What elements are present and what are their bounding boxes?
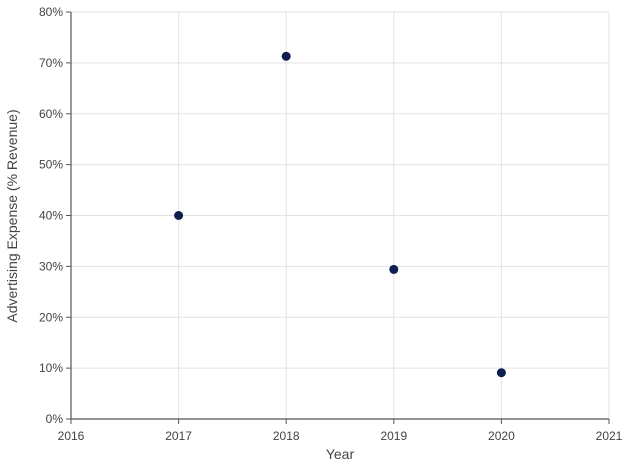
y-tick-label: 10%	[39, 361, 63, 375]
data-point	[174, 211, 184, 220]
y-tick-label: 50%	[39, 158, 63, 172]
x-axis-title: Year	[326, 446, 355, 462]
x-tick-label: 2020	[488, 429, 515, 443]
x-tick-label: 2016	[58, 429, 85, 443]
y-tick-label: 30%	[39, 259, 63, 273]
axes	[66, 11, 610, 424]
y-tick-label: 60%	[39, 107, 63, 121]
data-points	[174, 51, 506, 378]
x-tick-label: 2021	[596, 429, 623, 443]
x-tick-label: 2017	[165, 429, 192, 443]
data-point	[281, 51, 291, 61]
y-tick-label: 70%	[39, 56, 63, 70]
y-tick-label: 80%	[39, 5, 63, 19]
y-tick-label: 0%	[46, 412, 64, 426]
x-tick-label: 2018	[273, 429, 300, 443]
data-point	[389, 264, 399, 274]
data-point	[496, 368, 506, 378]
x-tick-label: 2019	[380, 429, 407, 443]
y-axis-title: Advertising Expense (% Revenue)	[4, 109, 20, 322]
tick-labels: 0% 10% 20% 30% 40% 50% 60% 70% 80% 2016 2017 2018 20…	[39, 5, 623, 443]
y-tick-label: 40%	[39, 209, 63, 223]
grid	[71, 11, 610, 419]
y-tick-label: 20%	[39, 310, 63, 324]
